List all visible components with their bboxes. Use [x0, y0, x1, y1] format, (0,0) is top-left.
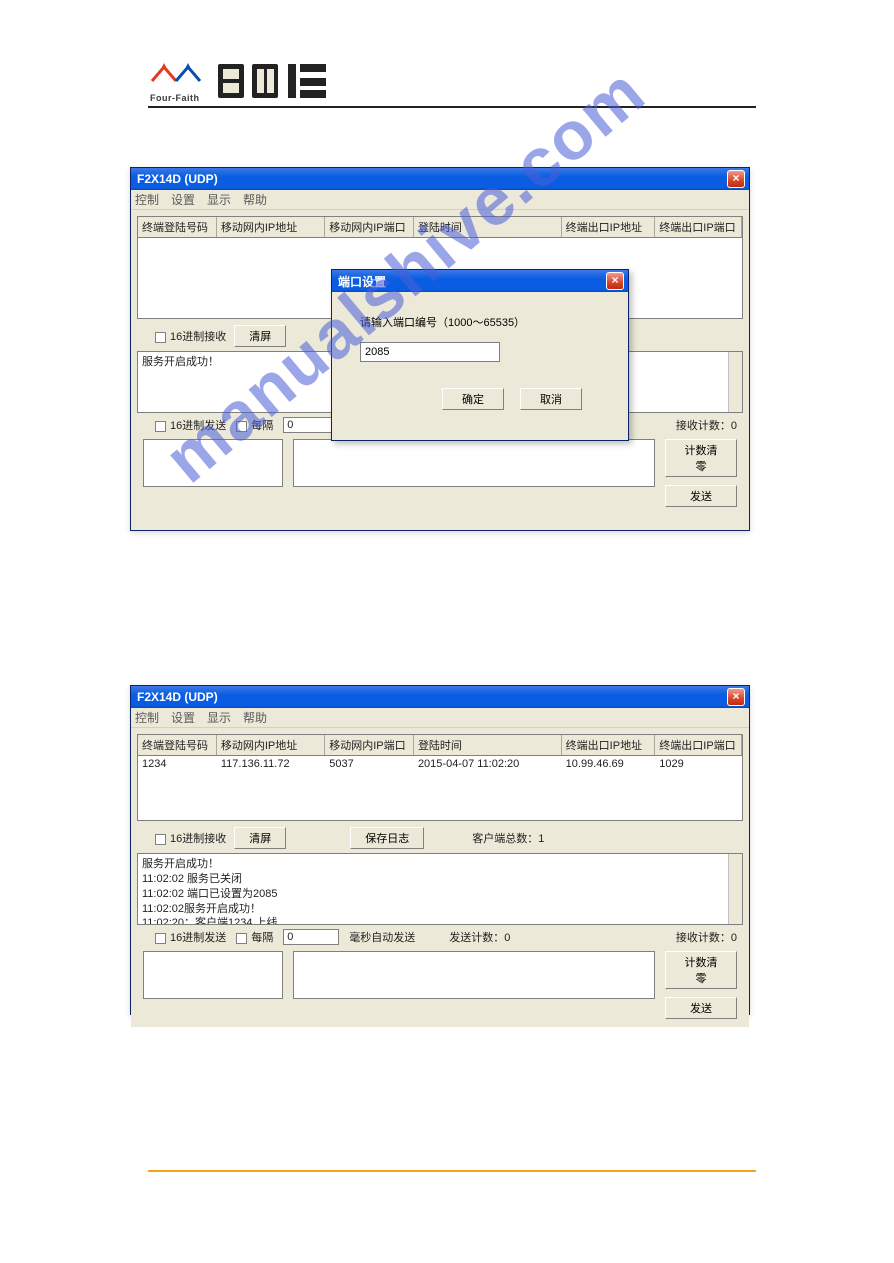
four-faith-logo: Four-Faith [148, 61, 204, 101]
page-header: Four-Faith [148, 56, 756, 106]
ok-button[interactable]: 确定 [442, 388, 504, 410]
col-header[interactable]: 终端出口IP地址 [562, 217, 656, 237]
target-input[interactable] [143, 439, 283, 487]
titlebar: F2X14D (UDP) × [131, 168, 749, 190]
logo-group: Four-Faith [148, 58, 334, 104]
window-2: F2X14D (UDP) × 控制 设置 显示 帮助 终端登陆号码 移动网内IP… [130, 685, 750, 1015]
close-icon[interactable]: × [727, 688, 745, 706]
footer-rule [148, 1170, 756, 1172]
col-header[interactable]: 终端登陆号码 [138, 735, 217, 755]
send-button[interactable]: 发送 [665, 997, 737, 1019]
cancel-button[interactable]: 取消 [520, 388, 582, 410]
col-header[interactable]: 移动网内IP端口 [325, 735, 414, 755]
col-header[interactable]: 移动网内IP端口 [325, 217, 414, 237]
menu-control[interactable]: 控制 [135, 709, 159, 726]
client-total-label: 客户端总数：1 [472, 830, 544, 846]
window-title: F2X14D (UDP) [137, 172, 727, 186]
send-count-label: 发送计数：0 [449, 929, 510, 945]
menu-display[interactable]: 显示 [207, 191, 231, 208]
col-header[interactable]: 终端出口IP端口 [655, 217, 742, 237]
savelog-button[interactable]: 保存日志 [350, 827, 424, 849]
dialog-title: 端口设置 [338, 273, 606, 290]
clear-button[interactable]: 清屏 [234, 325, 286, 347]
menu-help[interactable]: 帮助 [243, 709, 267, 726]
col-header[interactable]: 终端登陆号码 [138, 217, 217, 237]
menu-control[interactable]: 控制 [135, 191, 159, 208]
col-header[interactable]: 移动网内IP地址 [217, 735, 325, 755]
send-textarea[interactable] [293, 951, 655, 999]
window-title: F2X14D (UDP) [137, 690, 727, 704]
hex-send-checkbox[interactable]: 16进制发送 [155, 929, 226, 945]
menubar: 控制 设置 显示 帮助 [131, 190, 749, 210]
cn-logo [214, 58, 334, 104]
close-icon[interactable]: × [727, 170, 745, 188]
close-icon[interactable]: × [606, 272, 624, 290]
col-header[interactable]: 终端出口IP端口 [655, 735, 742, 755]
menu-settings[interactable]: 设置 [171, 709, 195, 726]
hex-recv-checkbox[interactable]: 16进制接收 [155, 830, 226, 846]
dialog-prompt: 请输入端口编号（1000～65535） [360, 314, 608, 330]
clear-button[interactable]: 清屏 [234, 827, 286, 849]
menu-help[interactable]: 帮助 [243, 191, 267, 208]
col-header[interactable]: 移动网内IP地址 [217, 217, 325, 237]
port-input[interactable]: 2085 [360, 342, 500, 362]
target-input[interactable] [143, 951, 283, 999]
hex-recv-checkbox[interactable]: 16进制接收 [155, 328, 226, 344]
count-clear-button[interactable]: 计数清零 [665, 439, 737, 477]
auto-send-label: 毫秒自动发送 [349, 929, 415, 945]
menu-display[interactable]: 显示 [207, 709, 231, 726]
header-rule [148, 106, 756, 108]
scrollbar[interactable] [728, 854, 742, 924]
table-row[interactable]: 1234 117.136.11.72 5037 2015-04-07 11:02… [138, 756, 742, 772]
menu-settings[interactable]: 设置 [171, 191, 195, 208]
col-header[interactable]: 登陆时间 [414, 735, 562, 755]
scrollbar[interactable] [728, 352, 742, 412]
send-textarea[interactable] [293, 439, 655, 487]
send-button[interactable]: 发送 [665, 485, 737, 507]
hex-send-checkbox[interactable]: 16进制发送 [155, 417, 226, 433]
port-dialog: 端口设置 × 请输入端口编号（1000～65535） 2085 确定 取消 [331, 269, 629, 441]
each-checkbox[interactable]: 每隔 [236, 417, 273, 433]
col-header[interactable]: 登陆时间 [414, 217, 562, 237]
recv-count-label: 接收计数：0 [676, 929, 737, 945]
recv-count-label: 接收计数：0 [676, 417, 737, 433]
interval-input[interactable]: 0 [283, 929, 339, 945]
count-clear-button[interactable]: 计数清零 [665, 951, 737, 989]
each-checkbox[interactable]: 每隔 [236, 929, 273, 945]
brand-text: Four-Faith [150, 93, 200, 103]
col-header[interactable]: 终端出口IP地址 [562, 735, 656, 755]
log-output: 服务开启成功！ 11:02:02 服务已关闭 11:02:02 端口已设置为20… [137, 853, 743, 925]
connection-table: 终端登陆号码 移动网内IP地址 移动网内IP端口 登陆时间 终端出口IP地址 终… [137, 734, 743, 821]
